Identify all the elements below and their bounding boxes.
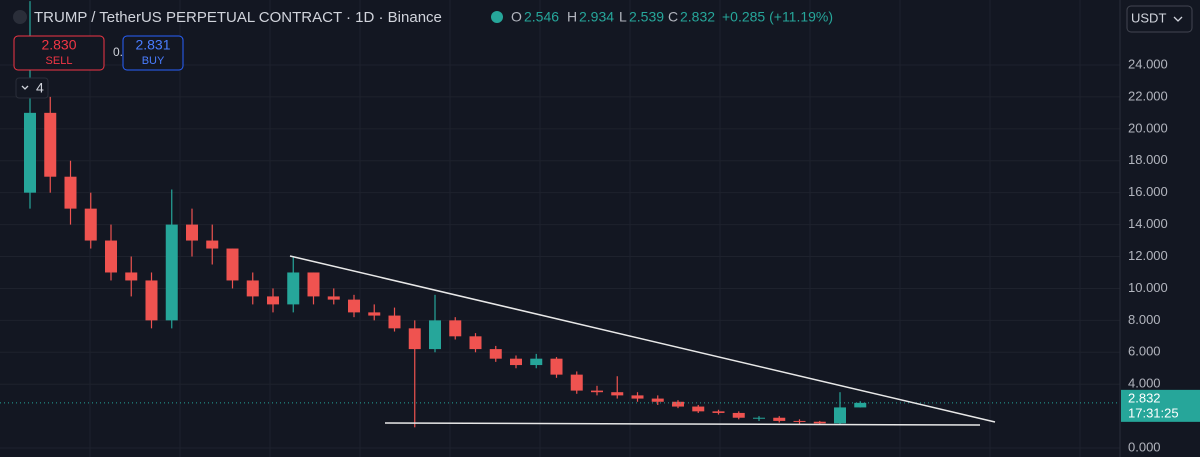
candle-body	[732, 412, 745, 418]
last-price-box	[1121, 389, 1200, 422]
candle-body	[651, 398, 664, 402]
y-tick-label: 16.000	[1128, 184, 1168, 199]
candle-body	[672, 401, 684, 407]
candle-body	[854, 402, 867, 408]
candle-body	[793, 420, 806, 422]
y-tick-label: 8.000	[1128, 312, 1161, 327]
axis: 0.000 4.000 6.000 8.000 10.000 12.000 14.000 16…	[1121, 56, 1200, 454]
chart-title: TRUMP / TetherUS PERPETUAL CONTRACT · 1D…	[34, 9, 442, 26]
countdown: 17:31:25	[1128, 405, 1179, 420]
candle-body	[226, 248, 239, 281]
candle-body	[307, 272, 320, 297]
candle-body	[186, 224, 198, 241]
candle-body	[145, 280, 158, 321]
candle-body	[84, 208, 97, 241]
candle-body	[246, 280, 259, 297]
y-tick-label: 10.000	[1128, 280, 1168, 295]
candle-body	[591, 390, 603, 393]
sell-label: SELL	[46, 55, 73, 67]
candle-body	[550, 358, 563, 375]
candle-body	[24, 112, 36, 193]
candle-body	[64, 176, 77, 209]
candle-body	[125, 272, 138, 281]
chevron	[21, 85, 29, 90]
candle-body	[692, 406, 705, 412]
candle-body	[631, 395, 644, 399]
y-tick-label: 22.000	[1128, 88, 1168, 103]
candle-body	[813, 421, 826, 424]
candle-body	[267, 296, 279, 305]
candle-body	[287, 272, 300, 305]
candle-body	[449, 320, 462, 337]
y-tick-label: 12.000	[1128, 248, 1168, 263]
candle-body	[44, 112, 57, 177]
indicators-count: 4	[36, 80, 44, 96]
candle-body	[834, 407, 846, 424]
candle-body	[206, 240, 219, 249]
candle-body	[712, 411, 725, 413]
high-label: H	[567, 9, 577, 25]
y-tick-label: 14.000	[1128, 216, 1168, 231]
currency: USDT	[1131, 10, 1166, 25]
candle-body	[510, 358, 522, 366]
open-value: 2.546	[524, 9, 559, 25]
status-dot	[491, 11, 503, 23]
sell-button[interactable]	[13, 35, 105, 71]
candle-body	[327, 296, 340, 300]
indicators-toggle[interactable]	[15, 77, 49, 99]
trendline-lower[interactable]	[384, 422, 981, 426]
candle-body	[165, 224, 178, 321]
y-tick-label: 4.000	[1128, 376, 1161, 391]
y-tick-label: 6.000	[1128, 344, 1161, 359]
candle-body	[611, 392, 624, 396]
symbol-icon[interactable]	[13, 10, 27, 24]
y-tick-label: 20.000	[1128, 120, 1168, 135]
candle-body	[489, 349, 502, 359]
candle-body	[408, 328, 421, 350]
open-label: O	[511, 9, 522, 25]
low-label: L	[619, 9, 627, 25]
chevron	[1173, 16, 1183, 22]
close-value: 2.832	[680, 9, 715, 25]
candle-body	[429, 320, 441, 350]
candle-body	[753, 417, 765, 419]
candle-body	[368, 312, 381, 316]
candle-body	[469, 336, 482, 350]
candle-body	[348, 299, 360, 313]
y-tick-label: 18.000	[1128, 152, 1168, 167]
price-axis	[1120, 0, 1200, 457]
candle-body	[530, 358, 543, 366]
candle-body	[388, 315, 401, 329]
low-value: 2.539	[629, 9, 664, 25]
candle-body	[773, 417, 786, 421]
y-tick-label: 24.000	[1128, 56, 1168, 71]
close-label: C	[668, 9, 678, 25]
buy-label: BUY	[142, 55, 165, 67]
candles	[0, 1, 1120, 428]
candle-body	[105, 240, 117, 273]
currency-button[interactable]	[1126, 5, 1193, 33]
grid	[0, 0, 1120, 457]
high-value: 2.934	[579, 9, 614, 25]
trendline-upper[interactable]	[289, 255, 996, 423]
buy-button[interactable]	[122, 35, 184, 71]
buy-price: 2.831	[135, 37, 170, 53]
candle-body	[570, 374, 583, 391]
y-tick-label: 0.000	[1128, 439, 1161, 454]
sell-price: 2.830	[41, 37, 76, 53]
change-value: +0.285 (+11.19%)	[722, 9, 833, 25]
last-price-label: 2.832	[1128, 390, 1161, 405]
